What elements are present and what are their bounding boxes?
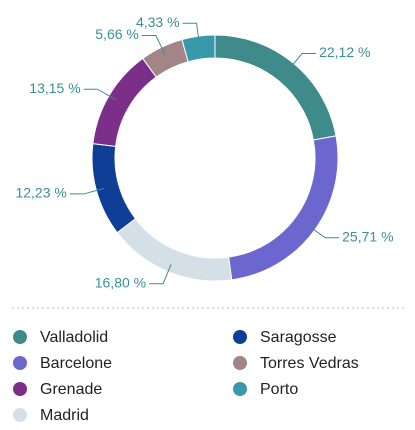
value-label: 13,15 % (29, 80, 80, 96)
value-label: 5,66 % (95, 26, 139, 42)
legend-label: Saragosse (260, 329, 337, 346)
donut-slice (91, 143, 137, 234)
leader-line (69, 187, 105, 195)
leader-line (307, 225, 340, 239)
value-label: 12,23 % (15, 185, 66, 201)
leader-line (149, 264, 172, 285)
donut-slice (214, 34, 337, 141)
leader-line (182, 22, 200, 45)
leader-line (288, 53, 317, 70)
value-label: 22,12 % (319, 44, 370, 60)
donut-slice (181, 34, 216, 63)
legend-swatch (233, 356, 247, 370)
legend-label: Torres Vedras (260, 355, 359, 372)
legend-swatch (233, 330, 247, 344)
legend-label: Grenade (40, 381, 102, 398)
legend-swatch (13, 382, 27, 396)
donut-slice (92, 57, 157, 147)
leader-line (141, 35, 166, 55)
legend-label: Barcelone (40, 355, 112, 372)
legend-label: Madrid (40, 407, 89, 424)
legend-swatch (13, 330, 27, 344)
donut-slice (228, 135, 339, 281)
legend-swatch (13, 408, 27, 422)
legend-label: Porto (260, 381, 298, 398)
legend-swatch (233, 382, 247, 396)
value-label: 4,33 % (136, 14, 180, 30)
leader-line (83, 88, 117, 101)
donut-slice (116, 217, 233, 282)
legend-label: Valladolid (40, 329, 108, 346)
value-label: 16,80 % (95, 274, 146, 290)
legend-swatch (13, 356, 27, 370)
value-label: 25,71 % (342, 228, 393, 244)
